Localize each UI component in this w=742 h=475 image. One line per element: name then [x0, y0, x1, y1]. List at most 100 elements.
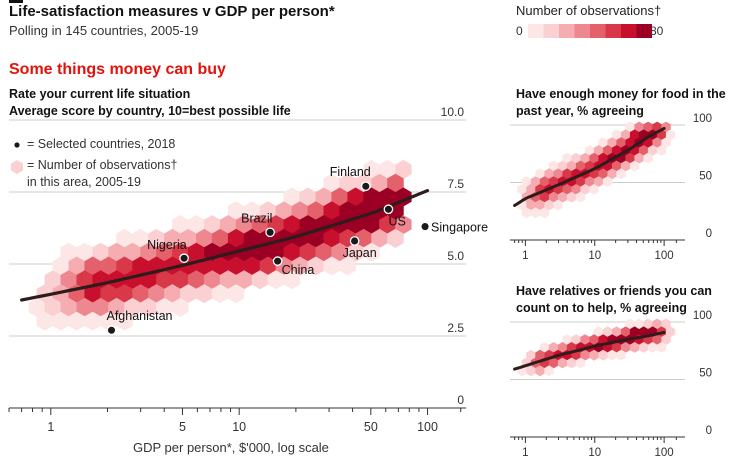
- relatives-hexbin: [526, 349, 536, 361]
- main-hexbin: [76, 270, 93, 290]
- country-point: [106, 325, 117, 336]
- main-hexbin: [211, 228, 229, 248]
- relatives-x-tick-label: 10: [588, 447, 601, 459]
- food-hexbin: [580, 184, 590, 195]
- main-hexbin: [28, 297, 46, 317]
- country-label: China: [282, 263, 315, 277]
- main-scale-note: Average score by country, 10=best possib…: [9, 104, 291, 118]
- relatives-hexbin: [575, 357, 586, 369]
- relatives-hexbins: [517, 318, 676, 377]
- main-hexbin: [188, 242, 205, 262]
- relatives-hexbin: [566, 357, 577, 369]
- food-hexbin: [625, 121, 635, 133]
- relatives-hexbin: [643, 318, 653, 330]
- food-hexbin: [584, 176, 595, 187]
- main-hexbin: [339, 201, 356, 221]
- food-hexbin: [593, 145, 604, 156]
- main-hexbin: [387, 228, 404, 248]
- main-hexbin: [323, 173, 340, 193]
- food-x-tick-label: 100: [655, 250, 674, 262]
- country-label: Afghanistan: [106, 309, 172, 323]
- food-hexbin: [584, 145, 595, 156]
- relatives-hexbin: [602, 326, 613, 338]
- main-hexbin: [196, 228, 213, 248]
- food-y-tick-label: 100: [693, 113, 712, 125]
- relatives-hexbin: [665, 326, 676, 338]
- main-hexbin: [60, 242, 77, 262]
- main-x-tick-label: 5: [179, 420, 186, 434]
- main-hexbin: [275, 201, 293, 221]
- obs-legend-min: 0: [516, 24, 523, 38]
- obs-scale-step: [559, 24, 575, 38]
- main-hexbin: [219, 270, 237, 290]
- main-hexbin: [172, 297, 189, 317]
- main-hexbin: [36, 284, 54, 304]
- main-y-tick-label: 5.0: [447, 249, 464, 263]
- relatives-trend-line: [513, 330, 666, 371]
- food-hexbin: [526, 199, 536, 211]
- main-hexbin: [379, 215, 396, 235]
- main-hexbin: [116, 228, 133, 248]
- food-hexbin: [562, 168, 572, 180]
- food-hexbin: [607, 137, 617, 148]
- main-hexbin: [211, 256, 229, 276]
- relatives-hexbin: [548, 357, 559, 369]
- food-hexbin: [517, 184, 527, 195]
- main-hexbin: [267, 270, 285, 290]
- food-hexbin: [593, 176, 604, 187]
- main-hexbin: [219, 215, 237, 235]
- main-hexbin: [387, 173, 404, 193]
- main-hexbin: [395, 215, 412, 235]
- main-hexbin: [92, 242, 109, 262]
- main-hexbin: [283, 242, 301, 262]
- relatives-hexbin: [638, 326, 649, 338]
- relatives-hexbin: [589, 334, 599, 345]
- relatives-hexbin: [652, 334, 662, 345]
- obs-scale-step: [605, 24, 622, 38]
- main-hexbin: [307, 228, 324, 248]
- section-title: Some things money can buy: [9, 61, 226, 78]
- food-hexbin: [602, 145, 613, 156]
- main-hexbin: [291, 256, 309, 276]
- food-y-tick-label: 50: [699, 171, 712, 183]
- relatives-hexbin: [607, 349, 617, 361]
- main-hexbin: [84, 256, 101, 276]
- relatives-hexbin: [593, 326, 604, 338]
- main-hexbin: [291, 201, 309, 221]
- food-hexbin: [589, 152, 599, 164]
- main-hexbin: [363, 159, 380, 179]
- food-chart-title: Have enough money for food in the past y…: [516, 87, 726, 118]
- food-hexbin: [629, 129, 640, 141]
- food-hexbin: [548, 191, 559, 203]
- relatives-hexbin: [629, 326, 640, 338]
- country-point: [265, 227, 275, 238]
- main-hexbin: [156, 242, 173, 262]
- relatives-hexbin: [557, 342, 568, 353]
- main-hexbin: [363, 242, 380, 262]
- main-hexbin: [227, 201, 245, 221]
- main-hexbin: [164, 256, 181, 276]
- main-legend-symbols: [11, 142, 23, 174]
- main-hexbin: [180, 228, 197, 248]
- main-y-tick-label: 0: [457, 393, 464, 407]
- food-trend-line: [513, 126, 666, 207]
- main-hexbin: [188, 270, 205, 290]
- relatives-hexbin: [571, 334, 581, 345]
- main-hexbin: [68, 311, 85, 331]
- main-hexbin: [371, 173, 388, 193]
- food-hexbin: [571, 152, 581, 164]
- food-hexbin: [652, 137, 662, 148]
- food-hexbin: [566, 160, 577, 172]
- main-hexbin: [299, 242, 316, 262]
- food-hexbin: [535, 168, 545, 180]
- main-hexbin: [156, 270, 173, 290]
- food-x-tick-label: 1: [522, 250, 528, 262]
- relatives-hexbin: [526, 365, 536, 377]
- chart-title: Life-satisfaction measures v GDP per per…: [9, 3, 335, 20]
- food-hexbin: [629, 160, 640, 172]
- relatives-hexbin: [661, 318, 671, 330]
- food-hexbin: [620, 160, 631, 172]
- main-hexbin: [132, 284, 149, 304]
- main-x-tick-label: 10: [232, 420, 246, 434]
- food-hexbin: [530, 176, 541, 187]
